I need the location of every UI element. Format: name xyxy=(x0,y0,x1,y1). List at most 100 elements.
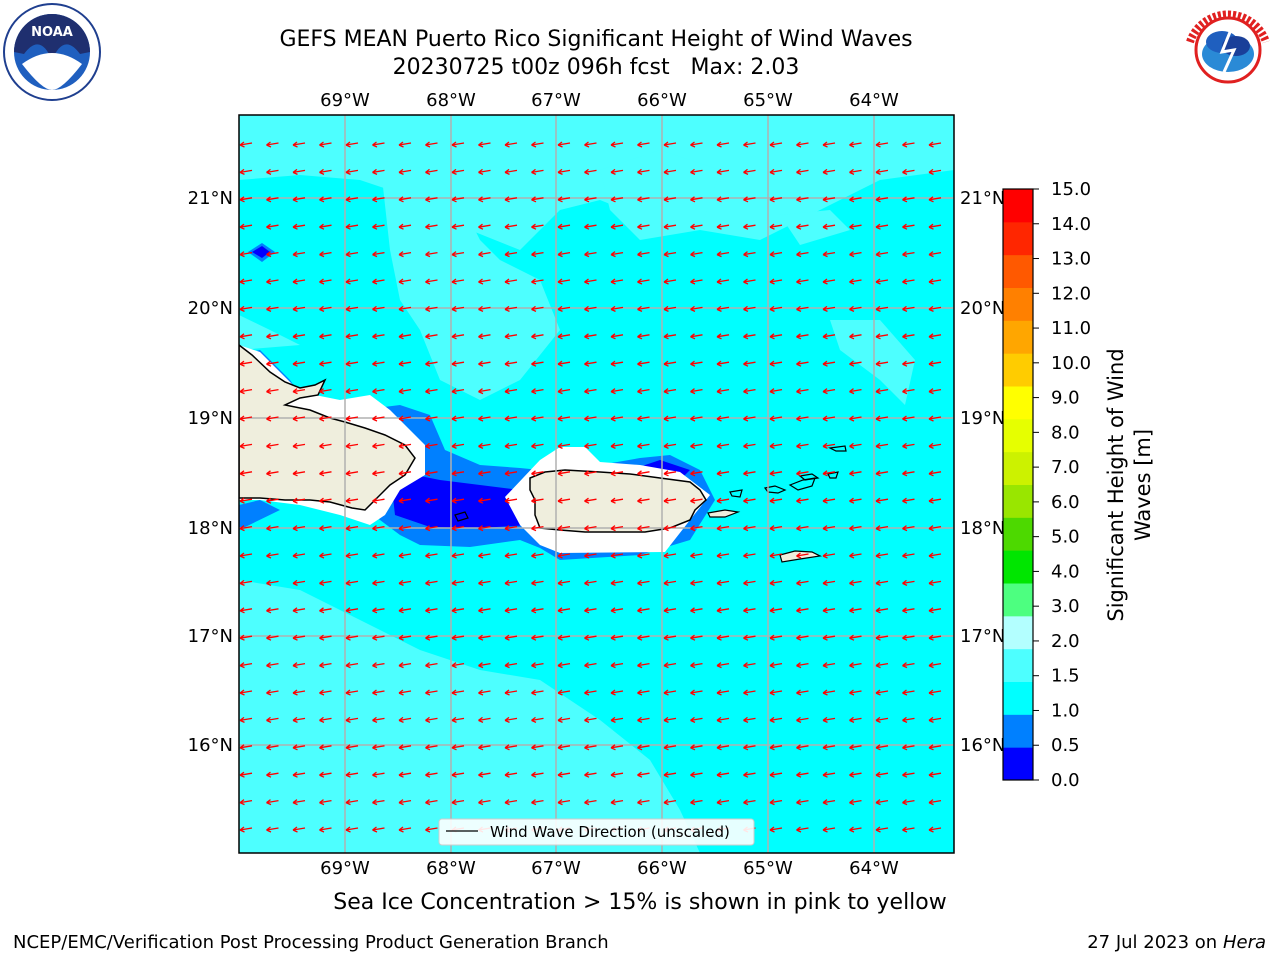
wave-direction-arrow xyxy=(637,744,650,751)
wave-direction-arrow xyxy=(398,497,412,504)
wave-direction-arrow xyxy=(557,305,571,312)
footer-host: Hera xyxy=(1222,932,1266,953)
wave-direction-arrow xyxy=(478,196,491,203)
wave-direction-arrow xyxy=(372,388,385,395)
wave-direction-arrow xyxy=(928,607,942,614)
wave-direction-arrow xyxy=(716,141,730,148)
wave-direction-arrow xyxy=(372,826,385,833)
wave-direction-arrow xyxy=(372,634,385,641)
wave-direction-arrow xyxy=(398,141,412,148)
wave-direction-arrow xyxy=(504,223,518,230)
wave-direction-arrow xyxy=(504,251,518,258)
wave-direction-arrow xyxy=(796,716,809,723)
colorbar-segment xyxy=(1003,254,1033,288)
wave-direction-arrow xyxy=(292,826,306,833)
wave-direction-arrow xyxy=(557,634,571,641)
wave-direction-arrow xyxy=(266,196,279,203)
wave-direction-arrow xyxy=(796,333,809,340)
wave-direction-arrow xyxy=(690,223,703,230)
wave-direction-arrow xyxy=(292,744,306,751)
wave-direction-arrow xyxy=(690,196,703,203)
wave-direction-arrow xyxy=(398,716,412,723)
wave-direction-arrow xyxy=(928,771,942,778)
wave-direction-arrow xyxy=(875,415,889,422)
wave-direction-arrow xyxy=(504,360,518,367)
wave-direction-arrow xyxy=(822,141,836,148)
wave-direction-arrow xyxy=(292,168,306,175)
wave-direction-arrow xyxy=(902,579,915,586)
wave-direction-arrow xyxy=(531,689,544,696)
wave-direction-arrow xyxy=(690,744,703,751)
wave-direction-arrow xyxy=(928,662,942,669)
wave-direction-arrow xyxy=(266,744,279,751)
wave-direction-arrow xyxy=(372,552,385,559)
wave-direction-arrow xyxy=(637,607,650,614)
wave-direction-arrow xyxy=(372,196,385,203)
wave-direction-arrow xyxy=(822,716,836,723)
wave-direction-arrow xyxy=(663,662,677,669)
wave-direction-arrow xyxy=(796,552,809,559)
wave-direction-arrow xyxy=(875,196,889,203)
wave-direction-arrow xyxy=(875,141,889,148)
wave-direction-arrow xyxy=(875,744,889,751)
lon-label: 65°W xyxy=(743,858,793,879)
wave-direction-arrow xyxy=(478,607,491,614)
wave-direction-arrow xyxy=(690,333,703,340)
wave-direction-arrow xyxy=(663,689,677,696)
wave-direction-arrow xyxy=(822,607,836,614)
map-legend: Wind Wave Direction (unscaled) xyxy=(438,818,755,846)
wave-direction-arrow xyxy=(266,525,279,532)
wave-direction-arrow xyxy=(875,360,889,367)
wave-direction-arrow xyxy=(319,251,332,258)
wave-direction-arrow xyxy=(266,415,279,422)
wave-direction-arrow xyxy=(292,196,306,203)
wave-direction-arrow xyxy=(769,278,783,285)
wave-direction-arrow xyxy=(769,634,783,641)
wave-direction-arrow xyxy=(266,716,279,723)
wave-direction-arrow xyxy=(690,415,703,422)
wave-direction-arrow xyxy=(292,497,306,504)
wave-direction-arrow xyxy=(292,305,306,312)
wave-direction-arrow xyxy=(743,360,756,367)
wave-direction-arrow xyxy=(557,689,571,696)
wave-direction-arrow xyxy=(743,223,756,230)
wave-direction-arrow xyxy=(292,333,306,340)
wave-direction-arrow xyxy=(928,196,942,203)
wave-direction-arrow xyxy=(266,333,279,340)
wave-direction-arrow xyxy=(610,799,624,806)
wave-direction-arrow xyxy=(451,168,465,175)
wave-direction-arrow xyxy=(690,799,703,806)
colorbar-segment xyxy=(1003,615,1033,650)
wave-direction-arrow xyxy=(584,607,597,614)
wave-direction-arrow xyxy=(902,552,915,559)
wave-direction-arrow xyxy=(849,525,862,532)
wave-direction-arrow xyxy=(637,141,650,148)
wave-direction-arrow xyxy=(928,442,942,449)
wave-direction-arrow xyxy=(425,168,438,175)
wave-direction-arrow xyxy=(425,415,438,422)
colorbar-tick-label: 2.0 xyxy=(1051,631,1080,652)
wave-direction-arrow xyxy=(637,689,650,696)
wave-direction-arrow xyxy=(584,196,597,203)
wave-direction-arrow xyxy=(769,689,783,696)
wave-direction-arrow xyxy=(557,223,571,230)
wave-direction-arrow xyxy=(478,360,491,367)
wave-direction-arrow xyxy=(319,799,332,806)
wave-direction-arrow xyxy=(266,497,279,504)
wave-direction-arrow xyxy=(663,634,677,641)
wave-direction-arrow xyxy=(663,716,677,723)
wave-direction-arrow xyxy=(266,442,279,449)
wave-direction-arrow xyxy=(902,305,915,312)
wave-direction-arrow xyxy=(637,360,650,367)
wave-direction-arrow xyxy=(504,607,518,614)
sea-ice-note: Sea Ice Concentration > 15% is shown in … xyxy=(333,890,947,915)
wave-direction-arrow xyxy=(345,223,359,230)
wave-direction-arrow xyxy=(637,470,650,477)
wave-direction-arrow xyxy=(557,771,571,778)
wave-direction-arrow xyxy=(398,196,412,203)
wave-direction-arrow xyxy=(239,552,253,559)
wave-direction-arrow xyxy=(266,799,279,806)
wave-direction-arrow xyxy=(319,826,332,833)
wave-direction-arrow xyxy=(902,689,915,696)
wave-direction-arrow xyxy=(849,251,862,258)
